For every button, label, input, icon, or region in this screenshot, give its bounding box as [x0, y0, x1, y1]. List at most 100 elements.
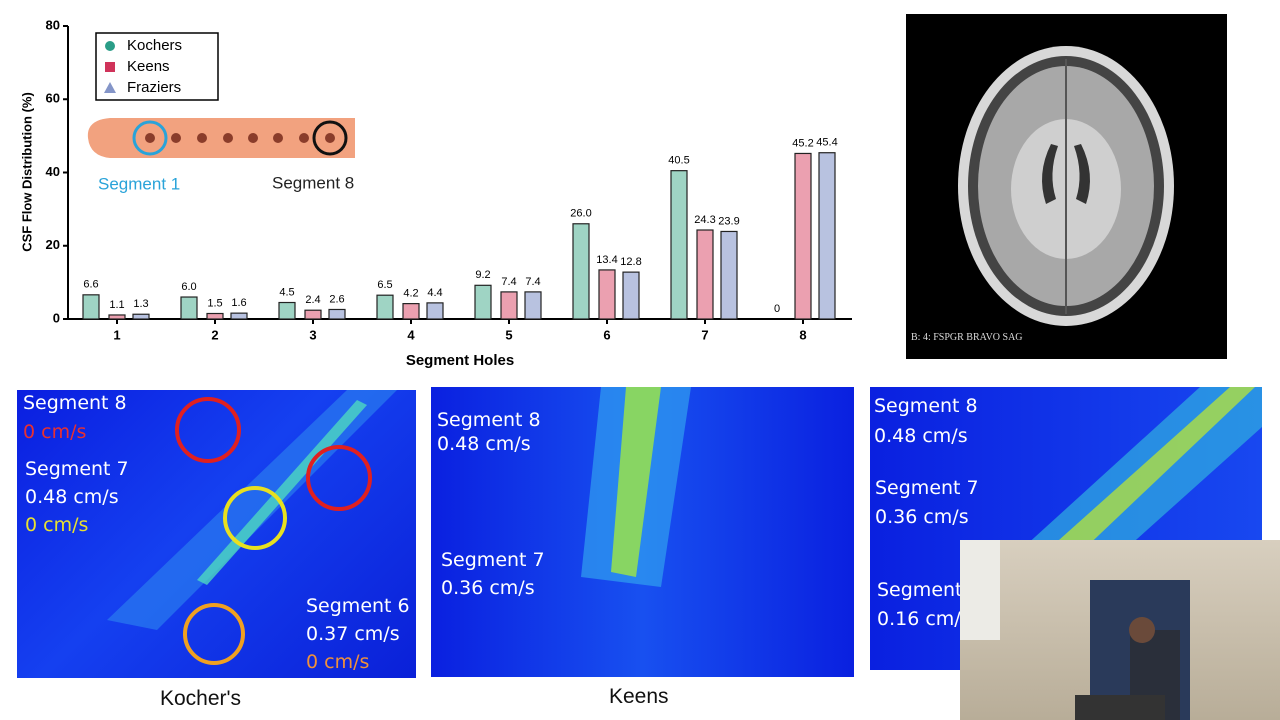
- flow-label: Segment: [877, 579, 963, 601]
- flow-panel: Segment 8 0 cm/s Segment 7 0.48 cm/s 0 c…: [17, 390, 416, 678]
- x-tick-label: 3: [309, 327, 316, 342]
- flow-label: 0.48 cm/s: [437, 433, 531, 455]
- legend-label: Fraziers: [127, 79, 181, 96]
- value-label: 1.6: [231, 297, 246, 309]
- flow-label: Segment 7: [441, 549, 545, 571]
- value-label: 1.3: [133, 298, 148, 310]
- flow-drawing: [581, 387, 691, 587]
- value-label: 7.4: [501, 276, 516, 288]
- y-tick-label: 20: [46, 237, 60, 252]
- flow-label: Segment 8: [437, 409, 541, 431]
- x-axis-label: Segment Holes: [406, 352, 514, 369]
- illustration-label: Segment 1: [98, 174, 180, 193]
- value-label: 1.1: [109, 299, 124, 311]
- panel-caption: Keens: [609, 685, 669, 708]
- bar: [500, 291, 518, 320]
- bar: [598, 269, 616, 320]
- bar: [82, 294, 100, 320]
- legend-label: Kochers: [127, 37, 182, 54]
- bar: [426, 302, 444, 320]
- bar: [794, 152, 812, 320]
- bar: [670, 170, 688, 320]
- value-label: 4.2: [403, 288, 418, 300]
- value-label: 0: [774, 303, 780, 315]
- bar: [474, 284, 492, 320]
- value-label: 12.8: [620, 256, 641, 268]
- bar: [108, 314, 126, 320]
- x-tick-label: 8: [799, 327, 806, 342]
- bar: [206, 312, 224, 320]
- value-label: 45.2: [792, 137, 813, 149]
- flow-label: Segment 7: [25, 458, 129, 480]
- legend-marker: [104, 82, 116, 93]
- bar: [402, 303, 420, 320]
- value-label: 1.5: [207, 297, 222, 309]
- video-drawing: [960, 540, 1190, 720]
- y-tick-label: 0: [53, 310, 60, 325]
- bar: [696, 229, 714, 320]
- flow-label: 0.48 cm/s: [25, 486, 119, 508]
- bar: [328, 308, 346, 320]
- value-label: 40.5: [668, 155, 689, 167]
- value-label: 45.4: [816, 137, 837, 149]
- legend-box: [95, 32, 219, 101]
- bar: [278, 301, 296, 320]
- y-tick-label: 80: [46, 17, 60, 32]
- value-label: 26.0: [570, 208, 591, 220]
- y-tick-label: 40: [46, 164, 60, 179]
- x-tick-label: 2: [211, 327, 218, 342]
- bar: [524, 291, 542, 320]
- catheter-illustration: [87, 118, 355, 158]
- value-label: 4.5: [279, 286, 294, 298]
- value-label: 2.4: [305, 294, 320, 306]
- value-label: 13.4: [596, 254, 617, 266]
- flow-label: 0 cm/s: [306, 651, 370, 673]
- value-label: 9.2: [475, 269, 490, 281]
- bar: [818, 152, 836, 320]
- value-label: 24.3: [694, 214, 715, 226]
- flow-label: Segment 7: [875, 477, 979, 499]
- chart: CSF Flow Distribution (%) Segment Holes …: [19, 17, 852, 369]
- illustration-label: Segment 8: [272, 173, 354, 192]
- value-label: 7.4: [525, 276, 540, 288]
- bar: [180, 296, 198, 320]
- legend-label: Keens: [127, 58, 170, 75]
- y-axis-label: CSF Flow Distribution (%): [19, 92, 34, 252]
- flow-label: 0 cm/s: [23, 421, 87, 443]
- y-tick-label: 60: [46, 91, 60, 106]
- flow-label: Segment 8: [23, 392, 127, 414]
- flow-label: 0.48 cm/s: [874, 425, 968, 447]
- flow-drawing: [107, 390, 397, 665]
- mri-drawing: [958, 46, 1174, 326]
- flow-label: 0.37 cm/s: [306, 623, 400, 645]
- x-tick-label: 6: [603, 327, 610, 342]
- panel-caption: Kocher's: [160, 687, 242, 710]
- flow-panel: Segment 8 0.48 cm/s Segment 7 0.36 cm/s: [431, 387, 854, 677]
- bar: [304, 309, 322, 320]
- flow-label: 0.36 cm/s: [875, 506, 969, 528]
- flow-label: 0.36 cm/s: [441, 577, 535, 599]
- value-label: 6.5: [377, 279, 392, 291]
- x-tick-label: 5: [505, 327, 512, 342]
- bar: [132, 313, 150, 320]
- value-label: 23.9: [718, 215, 739, 227]
- value-label: 2.6: [329, 293, 344, 305]
- bar: [622, 271, 640, 320]
- x-tick-label: 1: [113, 327, 120, 342]
- bar: [230, 312, 248, 320]
- legend-marker: [105, 41, 115, 51]
- mri-caption: B: 4: FSPGR BRAVO SAG: [911, 332, 1023, 343]
- value-label: 4.4: [427, 287, 442, 299]
- value-label: 6.6: [83, 279, 98, 291]
- mri-image: B: 4: FSPGR BRAVO SAG: [906, 14, 1227, 359]
- flow-label: Segment 6: [306, 595, 410, 617]
- flow-label: 0 cm/s: [25, 514, 89, 536]
- bar: [572, 223, 590, 320]
- speaker-video: [960, 540, 1280, 720]
- flow-label: Segment 8: [874, 395, 978, 417]
- bar: [720, 230, 738, 320]
- flow-label: 0.16 cm/: [877, 608, 961, 630]
- x-tick-label: 7: [701, 327, 708, 342]
- x-tick-label: 4: [407, 327, 415, 342]
